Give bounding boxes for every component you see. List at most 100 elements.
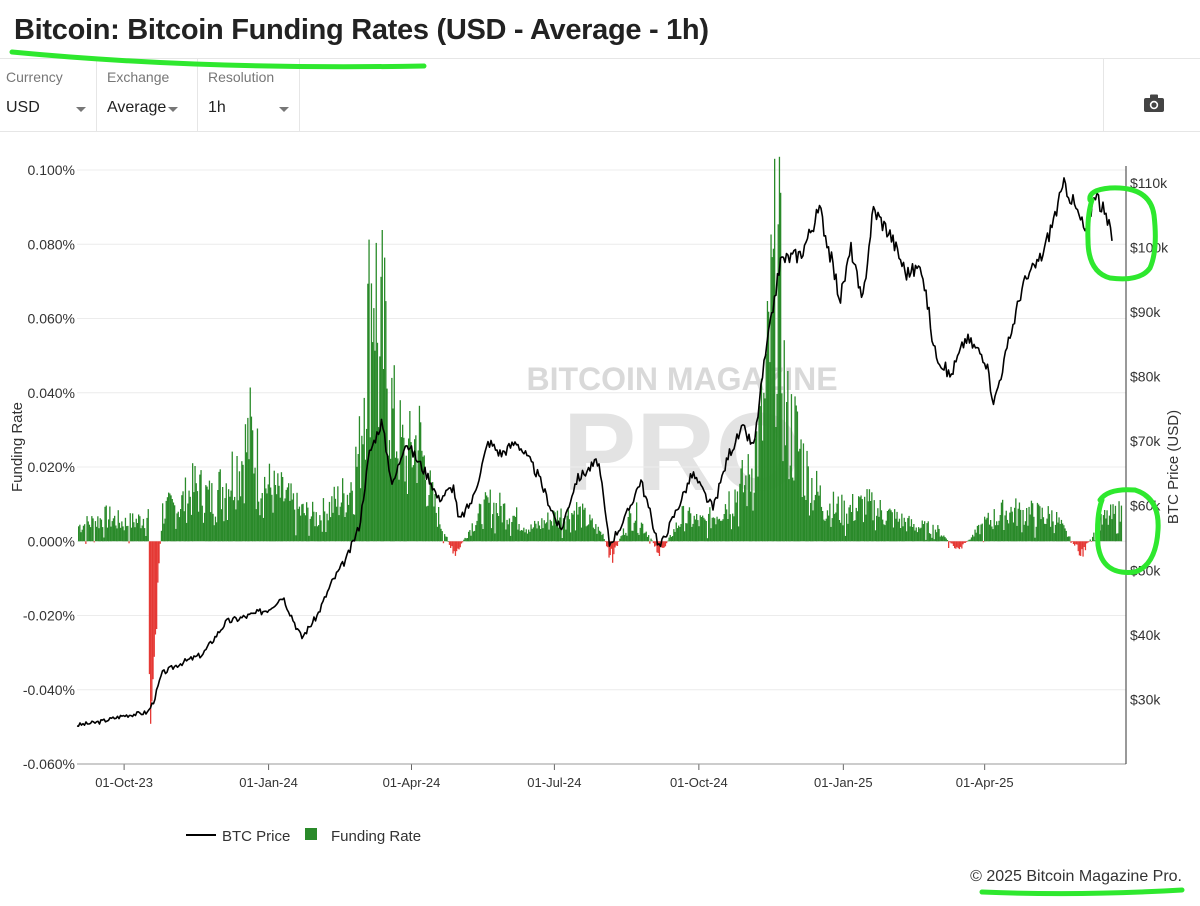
- exchange-value[interactable]: Average: [107, 99, 167, 116]
- funding-rate-bar: [268, 463, 271, 542]
- funding-rate-bar: [432, 482, 434, 542]
- camera-icon[interactable]: [1144, 94, 1164, 112]
- funding-rate-bar: [610, 541, 613, 549]
- funding-rate-bar: [1063, 525, 1065, 542]
- funding-rate-bar: [502, 503, 505, 542]
- funding-rate-bar: [505, 529, 507, 542]
- funding-rate-bar: [361, 435, 363, 542]
- funding-rate-bar: [900, 528, 902, 542]
- funding-rate-bar: [880, 510, 883, 542]
- currency-select[interactable]: Currency USD: [0, 59, 97, 131]
- funding-rate-bar: [118, 522, 121, 542]
- funding-rate-bar: [594, 529, 596, 542]
- funding-rate-bar: [326, 513, 328, 542]
- funding-rate-bar: [620, 536, 622, 542]
- funding-rate-bar: [248, 459, 250, 542]
- funding-rate-bar: [722, 519, 724, 542]
- exchange-select[interactable]: Exchange Average: [96, 59, 198, 131]
- funding-rate-bar: [834, 513, 836, 542]
- chevron-down-icon[interactable]: [168, 107, 178, 112]
- legend-btc-price[interactable]: BTC Price: [222, 828, 290, 845]
- y-left-tick-label: 0.060%: [28, 311, 75, 327]
- funding-rate-bar: [246, 452, 248, 542]
- funding-rate-bar: [699, 515, 701, 542]
- funding-rate-bar: [945, 538, 947, 542]
- funding-rate-bar: [1075, 541, 1077, 545]
- funding-rate-bar: [436, 526, 439, 542]
- funding-rate-bar: [214, 516, 217, 542]
- funding-rate-bar: [652, 541, 655, 544]
- funding-rate-bar: [925, 539, 927, 542]
- funding-rate-bar: [748, 474, 751, 542]
- funding-rate-bar: [380, 276, 382, 542]
- funding-rate-bar: [1101, 524, 1103, 542]
- funding-rate-bar: [867, 501, 869, 542]
- funding-rate-bar: [844, 535, 847, 542]
- funding-rate-bar: [1077, 541, 1079, 552]
- funding-rate-bar: [615, 541, 617, 546]
- x-tick-label: 01-Oct-24: [670, 775, 728, 790]
- currency-value[interactable]: USD: [6, 99, 40, 116]
- funding-rate-bar: [196, 491, 199, 542]
- funding-rate-bar: [415, 435, 417, 542]
- funding-rate-bar: [549, 519, 551, 542]
- funding-rate-bar: [700, 517, 703, 542]
- funding-rate-bar: [944, 537, 946, 542]
- funding-rate-bar: [763, 392, 765, 542]
- resolution-value[interactable]: 1h: [208, 99, 226, 116]
- screenshot-button[interactable]: [1103, 59, 1200, 131]
- funding-rate-bar: [82, 525, 85, 542]
- funding-rate-bar: [492, 514, 494, 542]
- funding-rate-bar: [1006, 519, 1009, 542]
- funding-rate-bar: [963, 541, 965, 543]
- funding-rate-bar: [134, 527, 136, 542]
- funding-rate-bar: [144, 528, 146, 542]
- funding-rate-bar: [337, 486, 339, 542]
- funding-rate-bar: [886, 511, 889, 542]
- funding-rate-bar: [710, 528, 712, 542]
- funding-rate-bar: [591, 518, 593, 542]
- funding-rate-bar: [931, 537, 933, 542]
- funding-rate-bar: [1076, 541, 1078, 545]
- funding-rate-bar: [489, 489, 491, 542]
- funding-rate-bar: [381, 230, 383, 542]
- funding-rate-bar: [346, 494, 349, 542]
- funding-rate-bar: [558, 527, 560, 542]
- funding-rate-bar: [663, 541, 665, 548]
- funding-rate-bar: [850, 512, 853, 542]
- funding-rate-bar: [501, 522, 503, 542]
- funding-rate-bar: [1020, 509, 1022, 542]
- funding-rate-bar: [564, 521, 566, 542]
- funding-rate-bar: [654, 541, 656, 547]
- funding-rate-bar: [1086, 541, 1088, 544]
- funding-rate-bar: [757, 476, 759, 542]
- chevron-down-icon[interactable]: [279, 107, 289, 112]
- legend-funding-rate[interactable]: Funding Rate: [331, 828, 421, 845]
- funding-rate-bar: [412, 465, 415, 542]
- funding-rate-bar: [958, 541, 961, 550]
- y-right-tick-label: $110k: [1130, 175, 1168, 191]
- funding-rate-bar: [852, 494, 854, 542]
- funding-rate-bar: [565, 529, 567, 542]
- funding-rate-bar: [572, 514, 574, 542]
- funding-rate-bar: [778, 156, 781, 542]
- funding-rate-bar: [828, 515, 830, 542]
- funding-rate-bar: [664, 541, 667, 547]
- funding-rate-bar: [1044, 523, 1046, 542]
- resolution-select[interactable]: Resolution 1h: [197, 59, 300, 131]
- funding-rate-bar: [349, 492, 351, 542]
- funding-rate-bar: [607, 541, 609, 548]
- y-left-tick-label: 0.020%: [28, 459, 75, 475]
- funding-rate-bar: [633, 522, 635, 542]
- funding-rate-bar: [906, 531, 908, 542]
- funding-rate-bar: [603, 539, 605, 542]
- funding-rate-bar: [523, 527, 525, 542]
- chevron-down-icon[interactable]: [76, 107, 86, 112]
- funding-rate-bar: [770, 234, 772, 542]
- funding-rate-bar: [951, 541, 953, 544]
- funding-rate-bar: [277, 473, 279, 542]
- funding-rate-bar: [848, 507, 850, 542]
- funding-rate-bar: [562, 518, 565, 542]
- funding-rate-bar: [1014, 507, 1016, 542]
- funding-rate-bar: [531, 528, 533, 542]
